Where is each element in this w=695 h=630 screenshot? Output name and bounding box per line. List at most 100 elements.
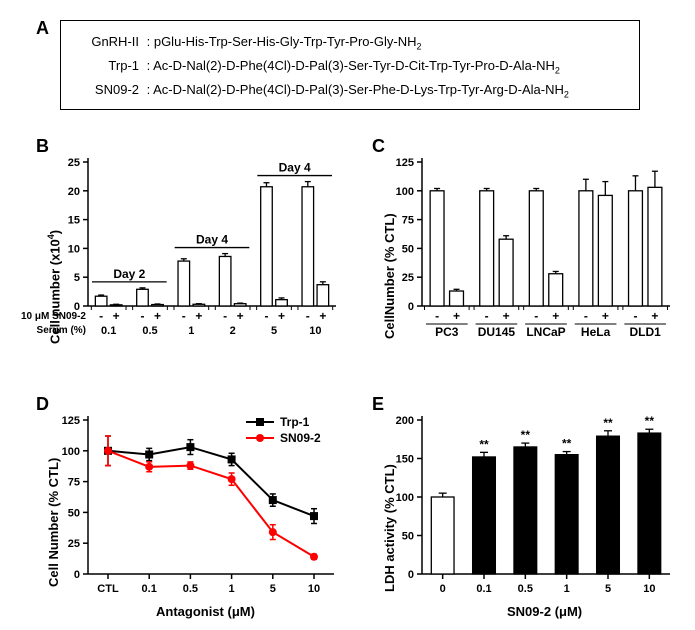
panel-b-svg: 0510152025-+0.1-+0.5-+1-+2-+5-+10Day 2Da… [36,144,346,374]
svg-text:0: 0 [408,569,414,581]
svg-text:-: - [485,309,489,323]
svg-text:**: ** [645,414,655,428]
svg-text:DLD1: DLD1 [630,325,662,339]
svg-text:10: 10 [309,325,321,337]
panel-d-chart: 0255075100125CTL0.10.51510Trp-1SN09-2 Ce… [36,402,346,622]
svg-text:25: 25 [68,157,80,169]
svg-text:0.1: 0.1 [476,583,491,595]
svg-text:1: 1 [229,583,235,595]
panel-d-xlabel: Antagonist (μM) [156,604,255,619]
seq-2-sub: 2 [564,89,569,99]
svg-text:Day 4: Day 4 [196,233,228,247]
svg-text:**: ** [603,416,613,430]
svg-text:5: 5 [605,583,611,595]
seq-0-sub: 2 [416,42,421,52]
svg-text:PC3: PC3 [435,325,459,339]
panel-d-ylabel: Cell Number (% CTL) [46,458,61,587]
svg-text:1: 1 [188,325,194,337]
panel-b-chart: 0510152025-+0.1-+0.5-+1-+2-+5-+10Day 2Da… [36,144,346,374]
svg-text:5: 5 [74,272,80,284]
svg-text:DU145: DU145 [478,325,516,339]
svg-text:25: 25 [68,538,80,550]
svg-text:25: 25 [402,272,414,284]
svg-text:-: - [633,309,637,323]
seq-1-sub: 2 [555,65,560,75]
svg-text:-: - [264,309,268,323]
svg-text:+: + [503,309,510,323]
svg-text:+: + [651,309,658,323]
svg-text:+: + [602,309,609,323]
svg-text:+: + [237,309,244,323]
panel-e-ylabel: LDH activity (% CTL) [382,464,397,592]
svg-text:-: - [140,309,144,323]
seq-name-1: Trp-1 [75,55,139,77]
svg-text:CTL: CTL [97,583,119,595]
panel-a-label: A [36,18,49,39]
panel-a-row-1: Trp-1 : Ac-D-Nal(2)-D-Phe(4Cl)-D-Pal(3)-… [75,55,625,79]
panel-b-yl2: ) [47,230,62,234]
svg-text:20: 20 [68,186,80,198]
svg-text:75: 75 [402,215,414,227]
svg-text:10: 10 [643,583,655,595]
svg-text:50: 50 [68,507,80,519]
panel-d-svg: 0255075100125CTL0.10.51510Trp-1SN09-2 [36,402,346,622]
svg-text:100: 100 [396,186,414,198]
svg-text:150: 150 [396,454,414,466]
panel-a-box: GnRH-II : pGlu-His-Trp-Ser-His-Gly-Trp-T… [60,20,640,110]
svg-text:1: 1 [564,583,570,595]
svg-text:10: 10 [68,243,80,255]
panel-e-chart: 0 50 100 150 200 0 0.1 ** 0.5 ** 1 ** 5 ** 10 ** LDH ac… [372,402,677,622]
seq-2-main: Ac-D-Nal(2)-D-Phe(4Cl)-D-Pal(3)-Ser-Phe-… [153,82,564,97]
svg-text:0.5: 0.5 [142,325,157,337]
svg-text:-: - [534,309,538,323]
svg-text:0.5: 0.5 [183,583,198,595]
svg-text:100: 100 [396,492,414,504]
svg-text:+: + [154,309,161,323]
svg-text:200: 200 [396,415,414,427]
svg-text:Trp-1: Trp-1 [280,415,310,429]
svg-text:125: 125 [396,157,414,169]
svg-text:-: - [223,309,227,323]
svg-text:+: + [453,309,460,323]
svg-text:15: 15 [68,215,80,227]
panel-e-svg: 0 50 100 150 200 0 0.1 ** 0.5 ** 1 ** 5 ** 10 ** [372,402,677,622]
svg-text:0.1: 0.1 [142,583,157,595]
svg-text:+: + [278,309,285,323]
svg-text:Day 2: Day 2 [113,267,145,281]
seq-name-2: SN09-2 [75,79,139,101]
svg-text:+: + [319,309,326,323]
svg-text:5: 5 [271,325,277,337]
svg-text:**: ** [562,437,572,451]
svg-text:10: 10 [308,583,320,595]
svg-text:**: ** [479,437,489,451]
panel-e-xlabel: SN09-2 (μM) [507,604,582,619]
svg-text:-: - [584,309,588,323]
svg-text:SN09-2: SN09-2 [280,431,321,445]
svg-text:Day 4: Day 4 [279,161,311,175]
svg-text:50: 50 [402,243,414,255]
svg-text:0: 0 [440,583,446,595]
svg-text:LNCaP: LNCaP [526,325,565,339]
svg-text:2: 2 [230,325,236,337]
svg-text:0.1: 0.1 [101,325,116,337]
panel-c-chart: 0255075100125-+PC3-+DU145-+LNCaP-+HeLa-+… [372,144,677,374]
svg-text:-: - [182,309,186,323]
svg-text:125: 125 [62,415,80,427]
panel-c-svg: 0255075100125-+PC3-+DU145-+LNCaP-+HeLa-+… [372,144,677,374]
panel-c-ylabel: CellNumber (% CTL) [382,213,397,339]
svg-text:100: 100 [62,446,80,458]
svg-text:HeLa: HeLa [581,325,611,339]
seq-0-main: pGlu-His-Trp-Ser-His-Gly-Trp-Tyr-Pro-Gly… [154,34,417,49]
svg-text:0: 0 [408,301,414,313]
svg-text:**: ** [521,428,531,442]
panel-a-row-0: GnRH-II : pGlu-His-Trp-Ser-His-Gly-Trp-T… [75,31,625,55]
panel-a-row-2: SN09-2 : Ac-D-Nal(2)-D-Phe(4Cl)-D-Pal(3)… [75,79,625,103]
svg-text:75: 75 [68,477,80,489]
svg-text:+: + [195,309,202,323]
svg-text:-: - [99,309,103,323]
svg-text:50: 50 [402,531,414,543]
svg-text:+: + [113,309,120,323]
svg-text:0.5: 0.5 [518,583,533,595]
svg-text:-: - [435,309,439,323]
seq-1-main: Ac-D-Nal(2)-D-Phe(4Cl)-D-Pal(3)-Ser-Tyr-… [153,58,555,73]
